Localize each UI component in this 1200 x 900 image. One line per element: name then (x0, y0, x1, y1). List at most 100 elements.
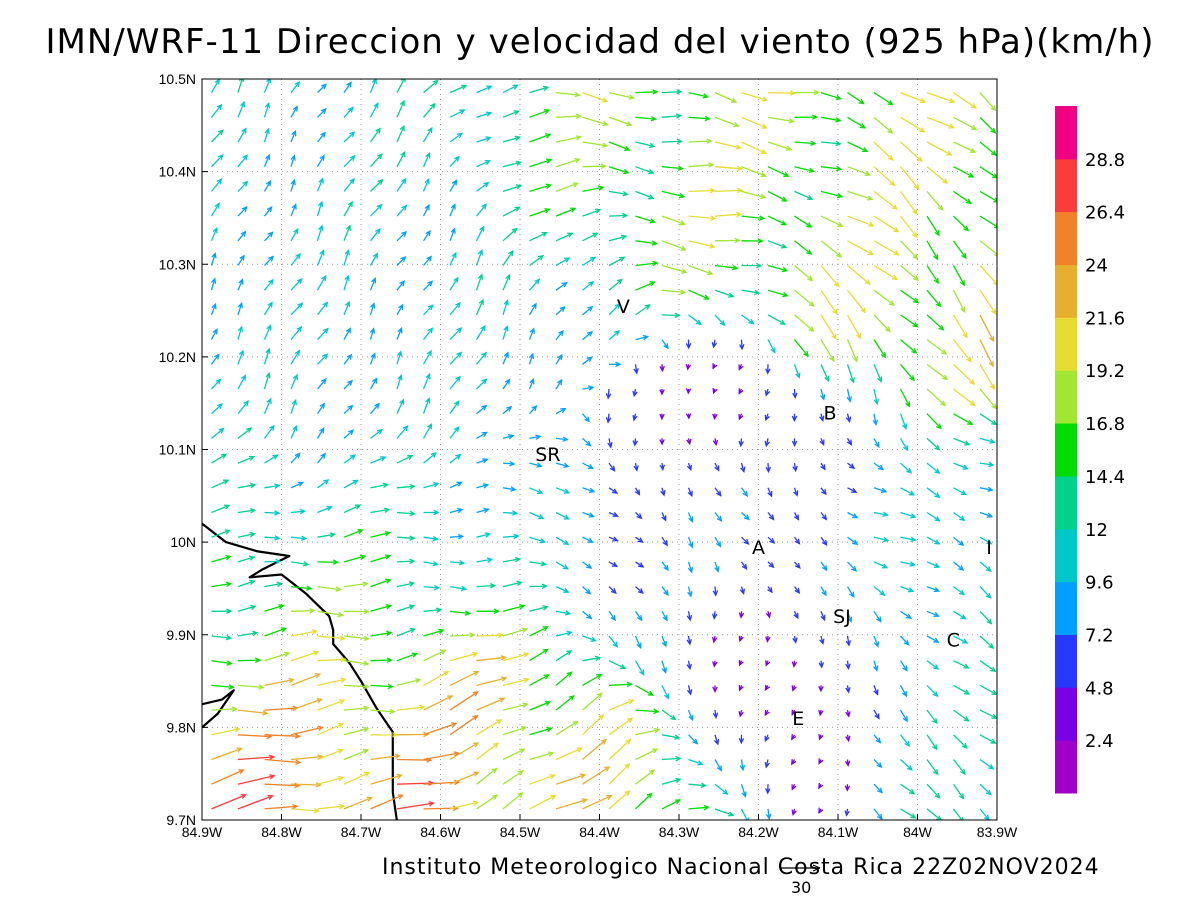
coastline-inlet (202, 689, 235, 729)
wind-vector (764, 438, 771, 448)
wind-vector (237, 180, 249, 192)
wind-vector (290, 325, 303, 341)
wind-vector (846, 438, 853, 446)
wind-vector (237, 127, 247, 143)
wind-vector (659, 438, 665, 446)
wind-vector (582, 232, 599, 242)
wind-vector (605, 388, 612, 400)
wind-vector (449, 585, 468, 592)
wind-vector (422, 203, 430, 217)
wind-vector (502, 486, 517, 492)
wind-vector (555, 630, 573, 637)
wind-vector (210, 328, 218, 340)
wind-vector (659, 463, 666, 471)
wind-vector (661, 610, 668, 622)
wind-vector (847, 511, 859, 519)
wind-vector (712, 438, 719, 447)
wind-vector (529, 583, 548, 589)
wind-vector (210, 277, 217, 291)
wind-vector (900, 487, 916, 496)
wind-vector (767, 90, 797, 96)
wind-vector (476, 136, 492, 143)
wind-vector (449, 714, 479, 736)
wind-vector (899, 413, 908, 430)
wind-vector (475, 298, 484, 316)
wind-vector (714, 289, 735, 298)
wind-vector (819, 635, 825, 646)
wind-vector (712, 413, 718, 421)
wind-vector (635, 586, 644, 594)
x-tick-label: 84.5W (500, 824, 541, 840)
wind-vector (370, 604, 393, 612)
wind-vector (529, 109, 551, 118)
wind-vector (953, 586, 966, 596)
wind-vector (979, 92, 997, 112)
wind-vector (317, 803, 346, 810)
wind-vector (370, 554, 392, 563)
wind-vector (343, 608, 371, 615)
wind-vector (818, 782, 824, 790)
wind-vector (926, 808, 942, 820)
wind-vector (422, 372, 431, 390)
wind-vector (290, 373, 298, 390)
wind-vector (926, 462, 941, 475)
wind-vector (502, 227, 518, 242)
wind-vector (900, 783, 916, 795)
wind-vector (741, 262, 763, 269)
wind-vector (685, 388, 692, 395)
wind-vector (502, 273, 511, 291)
wind-vector (899, 215, 918, 239)
wind-vector (926, 437, 941, 451)
wind-vector (476, 655, 508, 662)
wind-vector (714, 187, 744, 194)
reference-vector-label: 30 (791, 878, 811, 897)
wind-vector (767, 487, 773, 498)
wind-vector (264, 733, 302, 739)
wind-vector (661, 799, 682, 810)
wind-vector (765, 660, 771, 667)
wind-vector (635, 240, 658, 246)
wind-vector (290, 452, 301, 464)
wind-vector (237, 555, 256, 563)
wind-vector (926, 759, 939, 776)
wind-vector (818, 758, 824, 765)
wind-vector (714, 314, 726, 327)
wind-vector (900, 141, 923, 163)
wind-vector (979, 289, 997, 315)
wind-vector (529, 158, 553, 168)
wind-vector (290, 252, 301, 266)
wind-vector (873, 364, 883, 383)
wind-vector (661, 734, 681, 740)
wind-vector (741, 116, 768, 129)
wind-vector (979, 265, 997, 286)
wind-vector (764, 709, 770, 717)
wind-vector (608, 635, 619, 648)
wind-vector (979, 610, 993, 625)
wind-vector (211, 747, 243, 761)
map-title: IMN/WRF-11 Direccion y velocidad del vie… (45, 22, 1155, 62)
wind-vector (873, 314, 891, 333)
y-tick-label: 10.4N (159, 164, 196, 180)
y-tick-label: 9.7N (166, 812, 196, 828)
wind-vector (502, 110, 520, 118)
wind-vector (529, 626, 549, 637)
wind-vector (686, 660, 692, 671)
wind-vector (953, 116, 978, 131)
wind-vector (237, 325, 244, 340)
wind-vector (449, 800, 480, 810)
wind-vector (237, 531, 256, 538)
wind-vector (953, 511, 966, 521)
wind-vector (396, 303, 404, 316)
wind-vector (688, 782, 708, 789)
wind-vector (899, 685, 908, 698)
y-tick-label: 10.2N (159, 349, 196, 365)
wind-vector (767, 215, 788, 226)
wind-vector (449, 507, 464, 514)
town-label: I (986, 537, 992, 559)
wind-vector (555, 650, 573, 662)
wind-vector (237, 482, 257, 489)
wind-vector (712, 586, 719, 597)
wind-vector (740, 784, 747, 798)
wind-vector (847, 92, 865, 105)
wind-vector (263, 324, 272, 340)
